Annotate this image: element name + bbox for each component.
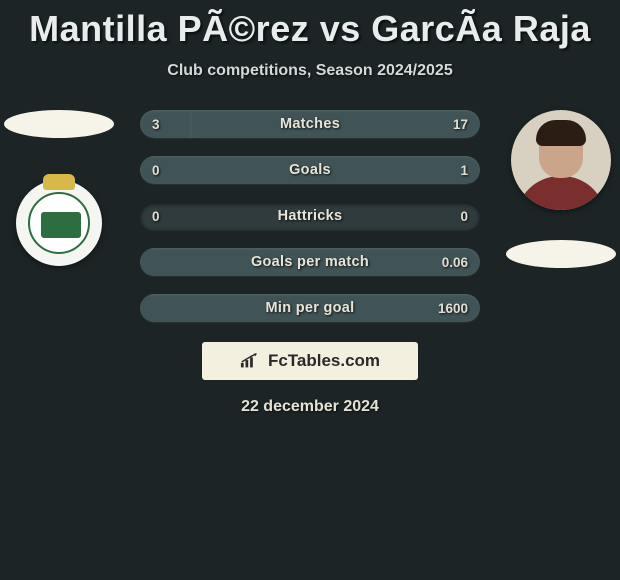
stat-right-value: 1600 [438, 301, 468, 316]
stat-bar: 3 Matches 17 [140, 110, 480, 138]
watermark-text: FcTables.com [268, 351, 380, 371]
stat-left-value: 0 [152, 163, 160, 178]
stat-label: Goals [289, 162, 331, 178]
stat-label: Min per goal [266, 300, 355, 316]
stat-right-value: 17 [453, 117, 468, 132]
right-player-column [506, 110, 616, 268]
stat-bars: 3 Matches 17 0 Goals 1 0 Hattricks 0 Goals per ma… [140, 110, 480, 322]
stat-label: Goals per match [251, 254, 369, 270]
chart-icon [240, 353, 262, 369]
stat-left-value: 3 [152, 117, 160, 132]
comparison-content: 3 Matches 17 0 Goals 1 0 Hattricks 0 Goals per ma… [0, 110, 620, 416]
stat-left-value: 0 [152, 209, 160, 224]
watermark: FcTables.com [202, 342, 418, 380]
left-player-column [4, 110, 114, 266]
left-player-crest [16, 180, 102, 266]
stat-label: Matches [280, 116, 340, 132]
stat-right-value: 1 [460, 163, 468, 178]
stat-bar: Goals per match 0.06 [140, 248, 480, 276]
left-player-placeholder [4, 110, 114, 138]
stat-right-value: 0.06 [442, 255, 468, 270]
page-title: Mantilla PÃ©rez vs GarcÃa Raja [0, 0, 620, 50]
page-subtitle: Club competitions, Season 2024/2025 [0, 62, 620, 80]
stat-label: Hattricks [278, 208, 343, 224]
generation-date: 22 december 2024 [0, 398, 620, 416]
right-player-placeholder [506, 240, 616, 268]
stat-bar: 0 Goals 1 [140, 156, 480, 184]
right-player-avatar [511, 110, 611, 210]
stat-right-value: 0 [460, 209, 468, 224]
stat-bar: Min per goal 1600 [140, 294, 480, 322]
stat-bar: 0 Hattricks 0 [140, 202, 480, 230]
bar-fill-left [140, 110, 191, 138]
